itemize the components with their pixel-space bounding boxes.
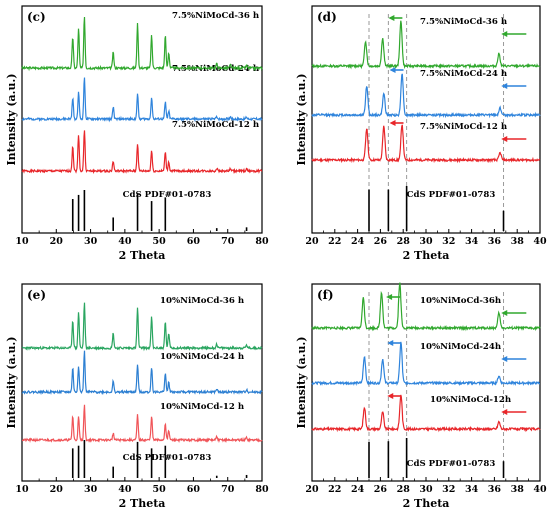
series-label: 10%NiMoCd-36h bbox=[420, 296, 502, 306]
plot-frame bbox=[21, 283, 263, 482]
x-tick-label: 10 bbox=[15, 236, 29, 247]
x-axis-title: 2 Theta bbox=[119, 497, 166, 510]
reference-label: CdS PDF#01-0783 bbox=[123, 190, 212, 200]
x-tick-label: 70 bbox=[221, 236, 235, 247]
x-tick-label: 20 bbox=[305, 484, 319, 495]
series-trace bbox=[21, 77, 263, 123]
x-tick-label: 28 bbox=[397, 484, 411, 495]
x-tick-label: 30 bbox=[84, 236, 98, 247]
y-axis-title: Intensity (a.u.) bbox=[295, 336, 308, 428]
x-tick-label: 26 bbox=[374, 236, 388, 247]
series-label: 7.5%NiMoCd-24 h bbox=[172, 64, 260, 74]
shift-arrow-head bbox=[387, 340, 394, 346]
x-tick-label: 24 bbox=[351, 236, 365, 247]
shift-arrow-head bbox=[389, 67, 396, 73]
x-tick-label: 80 bbox=[255, 236, 269, 247]
series-label: 10%NiMoCd-24h bbox=[420, 342, 502, 352]
series-label: 7.5%NiMoCd-24 h bbox=[420, 69, 508, 79]
shift-arrow-head bbox=[501, 31, 508, 37]
x-tick-label: 40 bbox=[118, 236, 132, 247]
reference-label: CdS PDF#01-0783 bbox=[407, 459, 496, 469]
shift-arrow-head bbox=[501, 136, 508, 142]
series-label: 7.5%NiMoCd-12 h bbox=[420, 122, 508, 132]
x-tick-label: 80 bbox=[255, 484, 269, 495]
x-tick-label: 70 bbox=[221, 484, 235, 495]
y-axis-title: Intensity (a.u.) bbox=[5, 73, 18, 165]
shift-arrow-head bbox=[387, 393, 394, 399]
series-trace bbox=[21, 350, 263, 396]
series-trace bbox=[22, 404, 263, 444]
x-tick-label: 34 bbox=[465, 484, 479, 495]
panel-e: 10 20 30 40 50 60 70 80 2 Theta Intensity (a.u.) (… bbox=[5, 283, 269, 510]
x-tick-label: 32 bbox=[442, 484, 455, 495]
x-tick-label: 38 bbox=[511, 236, 525, 247]
x-tick-label: 24 bbox=[351, 484, 365, 495]
y-axis-title: Intensity (a.u.) bbox=[295, 73, 308, 165]
series-trace bbox=[21, 130, 263, 175]
x-axis-title: 2 Theta bbox=[403, 249, 450, 262]
panel-label: (c) bbox=[27, 10, 46, 24]
x-tick-label: 30 bbox=[84, 484, 98, 495]
x-tick-label: 32 bbox=[442, 236, 455, 247]
x-tick-label: 22 bbox=[328, 236, 341, 247]
y-axis-title: Intensity (a.u.) bbox=[5, 336, 18, 428]
x-tick-label: 26 bbox=[374, 484, 388, 495]
shift-arrow-head bbox=[501, 409, 508, 415]
x-tick-label: 36 bbox=[488, 236, 502, 247]
reference-label: CdS PDF#01-0783 bbox=[123, 453, 212, 463]
series-label: 10%NiMoCd-36 h bbox=[160, 296, 245, 306]
series-trace bbox=[311, 20, 541, 70]
series-label: 7.5%NiMoCd-12 h bbox=[172, 120, 260, 130]
shift-arrow-head bbox=[501, 83, 508, 89]
x-tick-label: 22 bbox=[328, 484, 341, 495]
shift-arrow-head bbox=[389, 120, 396, 126]
shift-arrow-head bbox=[501, 356, 508, 362]
series-label: 10%NiMoCd-24 h bbox=[160, 352, 245, 362]
x-tick-label: 50 bbox=[153, 236, 167, 247]
x-tick-label: 40 bbox=[533, 484, 547, 495]
series-label: 7.5%NiMoCd-36 h bbox=[172, 11, 260, 21]
panel-c: 10 20 30 40 50 60 70 80 2 Theta Intensity (a.u.) (… bbox=[5, 5, 269, 262]
x-axis-title: 2 Theta bbox=[403, 497, 450, 510]
shift-arrow-head bbox=[388, 15, 395, 21]
series-label: 10%NiMoCd-12 h bbox=[160, 402, 245, 412]
panel-label: (f) bbox=[317, 288, 334, 302]
series-label: 7.5%NiMoCd-36 h bbox=[420, 17, 508, 27]
x-tick-label: 60 bbox=[187, 484, 201, 495]
series-trace bbox=[21, 16, 263, 72]
shift-arrow-head bbox=[386, 294, 393, 300]
series-trace bbox=[311, 73, 541, 119]
x-tick-label: 38 bbox=[511, 484, 525, 495]
x-tick-label: 36 bbox=[488, 484, 502, 495]
x-tick-label: 30 bbox=[419, 236, 433, 247]
series-trace bbox=[311, 124, 541, 164]
x-tick-label: 30 bbox=[419, 484, 433, 495]
x-tick-label: 40 bbox=[533, 236, 547, 247]
x-axis-title: 2 Theta bbox=[119, 249, 166, 262]
reference-label: CdS PDF#01-0783 bbox=[407, 190, 496, 200]
panel-d: 20 22 24 26 28 30 32 34 36 38 40 2 Theta Intensity (… bbox=[295, 5, 547, 262]
shift-arrow-head bbox=[501, 310, 508, 316]
panel-label: (e) bbox=[27, 288, 46, 302]
x-tick-label: 20 bbox=[50, 484, 64, 495]
panel-f: 20 22 24 26 28 30 32 34 36 38 40 2 Theta Intensity (… bbox=[295, 282, 547, 510]
x-tick-label: 20 bbox=[50, 236, 64, 247]
x-tick-label: 50 bbox=[153, 484, 167, 495]
series-trace bbox=[311, 394, 541, 433]
series-trace bbox=[21, 302, 263, 352]
x-tick-label: 10 bbox=[15, 484, 29, 495]
series-trace bbox=[311, 282, 541, 332]
x-tick-label: 60 bbox=[187, 236, 201, 247]
x-tick-label: 20 bbox=[305, 236, 319, 247]
panel-label: (d) bbox=[317, 10, 337, 24]
series-trace bbox=[311, 341, 540, 387]
x-tick-label: 28 bbox=[397, 236, 411, 247]
x-tick-label: 34 bbox=[465, 236, 479, 247]
x-tick-label: 40 bbox=[118, 484, 132, 495]
series-label: 10%NiMoCd-12h bbox=[430, 395, 512, 405]
